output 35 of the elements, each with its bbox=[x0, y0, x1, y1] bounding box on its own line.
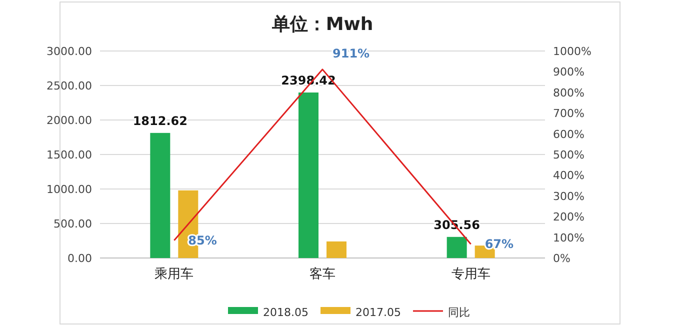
legend: 2018.05 bbox=[228, 306, 308, 319]
y-tick-label: 1000.00 bbox=[46, 183, 92, 196]
y2-tick-label: 800% bbox=[553, 86, 584, 100]
bar bbox=[326, 241, 346, 258]
legend: 2017.05 bbox=[320, 306, 401, 319]
y2-tick-label: 600% bbox=[553, 128, 584, 141]
x-tick-label: 专用车 bbox=[451, 267, 490, 282]
legend-label: 2017.05 bbox=[356, 306, 401, 319]
y2-tick-label: 100% bbox=[553, 231, 584, 244]
x-tick-label: 乘用车 bbox=[154, 267, 194, 282]
legend-label: 同比 bbox=[448, 306, 470, 319]
chart-title: 单位：Mwh bbox=[270, 14, 374, 35]
legend: 同比 bbox=[413, 306, 470, 319]
y-tick-label: 2000.00 bbox=[46, 114, 92, 127]
bar bbox=[150, 132, 170, 258]
data-label: 911% bbox=[332, 46, 370, 60]
y2-tick-label: 200% bbox=[553, 210, 584, 224]
data-label: 67% bbox=[484, 237, 514, 252]
data-label: 1812.62 bbox=[132, 114, 188, 128]
y2-tick-label: 1000% bbox=[553, 45, 592, 58]
y-tick-label: 500.00 bbox=[54, 218, 92, 230]
y2-tick-label: 0% bbox=[553, 252, 570, 265]
y2-tick-label: 700% bbox=[553, 107, 584, 120]
y2-tick-label: 900% bbox=[553, 66, 584, 79]
x-tick-label: 客车 bbox=[310, 266, 336, 282]
y-tick-label: 1500.00 bbox=[46, 148, 92, 162]
y-tick-label: 0.00 bbox=[68, 252, 92, 265]
y2-tick-label: 500% bbox=[553, 148, 584, 162]
bar bbox=[298, 92, 318, 258]
y-tick-label: 3000.00 bbox=[46, 45, 92, 58]
legend-label: 2018.05 bbox=[263, 306, 308, 319]
y-tick-label: 2500.00 bbox=[46, 80, 92, 92]
bar bbox=[446, 236, 467, 258]
y2-tick-label: 400% bbox=[553, 169, 584, 182]
y2-tick-label: 300% bbox=[553, 190, 584, 203]
